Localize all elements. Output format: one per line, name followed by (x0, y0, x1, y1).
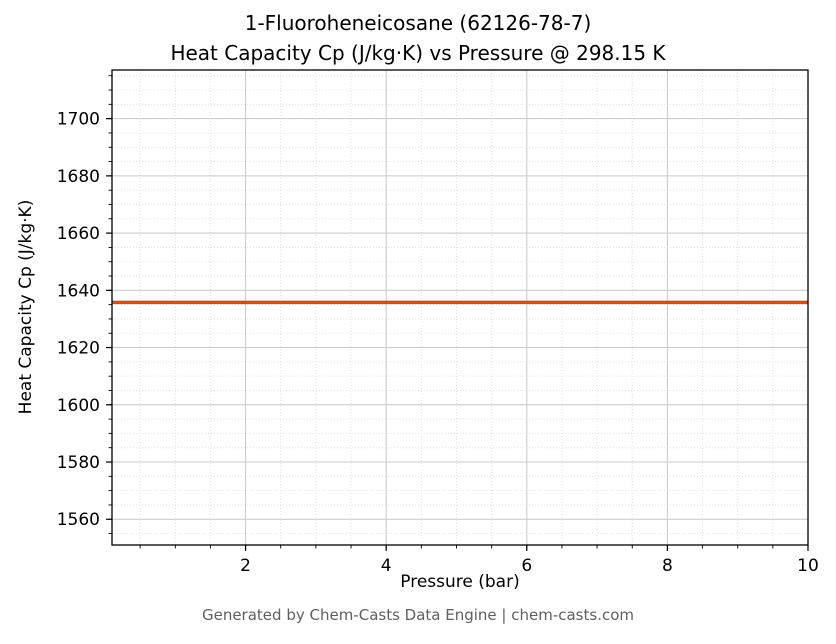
chart-title-line2: Heat Capacity Cp (J/kg·K) vs Pressure @ … (170, 41, 666, 65)
y-tick-label: 1580 (57, 453, 100, 473)
y-axis-label: Heat Capacity Cp (J/kg·K) (16, 199, 36, 415)
plot-background (112, 70, 808, 545)
x-tick-label: 8 (662, 556, 673, 576)
x-tick-label: 2 (240, 556, 251, 576)
y-tick-label: 1700 (57, 110, 100, 130)
y-tick-label: 1680 (57, 167, 100, 187)
minor-tick-marks (108, 75, 809, 549)
x-tick-label: 4 (381, 556, 392, 576)
chart-title: 1-Fluoroheneicosane (62126-78-7) Heat Ca… (0, 8, 836, 68)
y-tick-label: 1560 (57, 510, 100, 530)
y-tick-label: 1640 (57, 281, 100, 301)
y-tick-label: 1620 (57, 339, 100, 359)
x-tick-label: 6 (521, 556, 532, 576)
x-tick-label: 10 (797, 556, 819, 576)
chart-title-line1: 1-Fluoroheneicosane (62126-78-7) (244, 11, 592, 35)
footer-credit: Generated by Chem-Casts Data Engine | ch… (201, 606, 635, 624)
y-tick-label: 1600 (57, 396, 100, 416)
y-tick-label: 1660 (57, 224, 100, 244)
plot-border (111, 69, 809, 546)
x-axis-label: Pressure (bar) (400, 572, 520, 592)
